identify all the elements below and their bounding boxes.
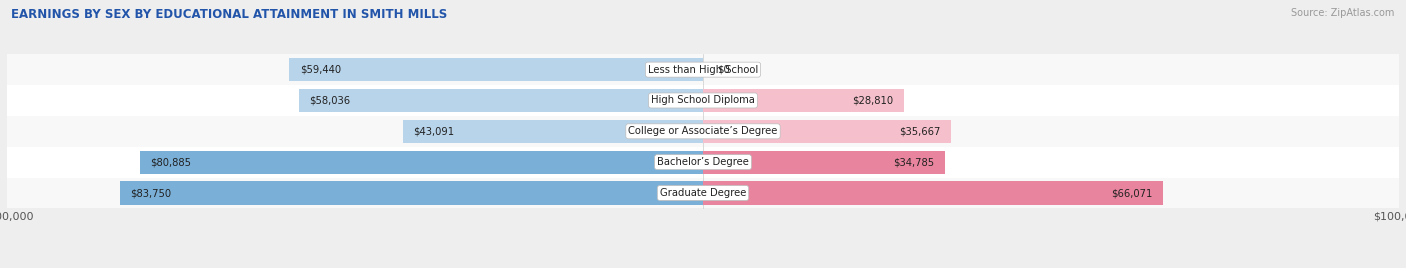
Text: Source: ZipAtlas.com: Source: ZipAtlas.com	[1291, 8, 1395, 18]
Text: High School Diploma: High School Diploma	[651, 95, 755, 106]
Text: $43,091: $43,091	[413, 126, 454, 136]
Bar	[703, 151, 945, 174]
Bar	[7, 147, 1399, 178]
Bar	[7, 54, 1399, 85]
Text: Graduate Degree: Graduate Degree	[659, 188, 747, 198]
Bar	[703, 181, 1163, 204]
Bar	[703, 89, 904, 112]
Text: $83,750: $83,750	[131, 188, 172, 198]
Text: $66,071: $66,071	[1111, 188, 1153, 198]
Bar	[120, 181, 703, 204]
Text: Less than High School: Less than High School	[648, 65, 758, 75]
Text: $59,440: $59,440	[299, 65, 340, 75]
Bar	[299, 89, 703, 112]
Text: $28,810: $28,810	[852, 95, 893, 106]
Text: $58,036: $58,036	[309, 95, 350, 106]
Text: $0: $0	[717, 65, 730, 75]
Text: $35,667: $35,667	[900, 126, 941, 136]
Bar	[7, 178, 1399, 209]
Bar	[141, 151, 703, 174]
Bar	[290, 58, 703, 81]
Text: Bachelor’s Degree: Bachelor’s Degree	[657, 157, 749, 167]
Bar	[7, 85, 1399, 116]
Text: $34,785: $34,785	[894, 157, 935, 167]
Bar	[703, 120, 952, 143]
Text: College or Associate’s Degree: College or Associate’s Degree	[628, 126, 778, 136]
Bar	[7, 116, 1399, 147]
Text: $80,885: $80,885	[150, 157, 191, 167]
Bar	[404, 120, 703, 143]
Text: EARNINGS BY SEX BY EDUCATIONAL ATTAINMENT IN SMITH MILLS: EARNINGS BY SEX BY EDUCATIONAL ATTAINMEN…	[11, 8, 447, 21]
